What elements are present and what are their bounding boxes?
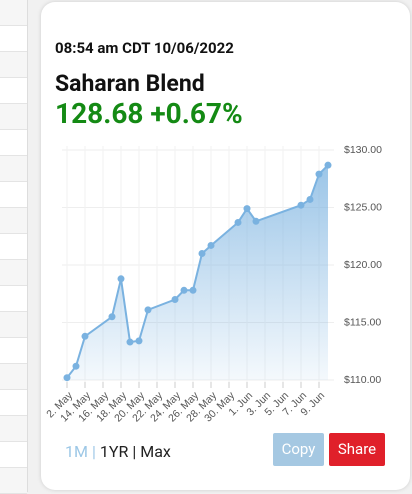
- data-point: [324, 161, 332, 169]
- data-point: [198, 250, 206, 257]
- data-point: [180, 286, 188, 294]
- y-tick-label: $125.00: [344, 201, 382, 213]
- data-point: [207, 241, 215, 249]
- y-tick-label: $110.00: [344, 374, 381, 386]
- data-point: [252, 217, 260, 225]
- data-point: [315, 170, 323, 178]
- commodity-name: Saharan Blend: [55, 70, 205, 97]
- series-line: [66, 164, 329, 379]
- range-option[interactable]: 1M: [65, 442, 88, 461]
- change: +0.67%: [150, 97, 243, 130]
- range-option[interactable]: Max: [140, 442, 171, 461]
- data-point: [243, 205, 251, 213]
- side-table: [0, 0, 28, 494]
- separator: |: [132, 442, 137, 461]
- plot: $110.00$115.00$120.00$125.00$130.002. Ma…: [44, 144, 382, 425]
- data-point: [234, 218, 242, 226]
- data-point: [135, 337, 143, 345]
- data-point: [189, 286, 197, 294]
- y-tick-label: $115.00: [344, 316, 381, 328]
- separator: |: [91, 442, 96, 461]
- share-button[interactable]: Share: [329, 433, 385, 466]
- range-selector: 1M | 1YR | Max: [65, 442, 171, 461]
- y-tick-label: $120.00: [344, 259, 382, 271]
- timestamp: 08:54 am CDT 10/06/2022: [55, 39, 234, 57]
- copy-button[interactable]: Copy: [273, 433, 324, 466]
- data-point: [81, 332, 89, 340]
- data-point: [306, 195, 314, 203]
- data-point: [126, 338, 134, 346]
- range-option[interactable]: 1YR: [99, 442, 129, 461]
- data-point: [144, 306, 152, 314]
- data-point: [171, 296, 179, 303]
- data-point: [117, 275, 125, 283]
- data-point: [108, 313, 116, 321]
- data-point: [63, 374, 71, 382]
- data-point: [72, 362, 80, 370]
- y-tick-label: $130.00: [344, 144, 382, 156]
- data-point: [297, 201, 305, 209]
- price-line: 128.68 +0.67%: [55, 97, 243, 130]
- price: 128.68: [55, 97, 144, 130]
